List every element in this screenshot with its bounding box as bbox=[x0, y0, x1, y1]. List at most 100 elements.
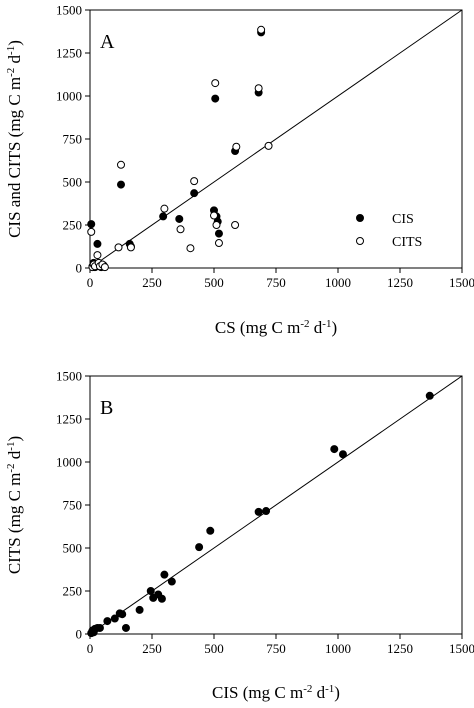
axis-label-part: -2 bbox=[300, 318, 309, 330]
data-point bbox=[100, 263, 109, 272]
axis-label-part: -2 bbox=[303, 683, 312, 695]
data-point bbox=[254, 84, 263, 93]
x-tick-label: 1500 bbox=[449, 275, 474, 290]
data-point bbox=[146, 587, 155, 595]
data-point bbox=[114, 243, 123, 252]
data-point bbox=[210, 211, 218, 220]
data-point bbox=[103, 617, 112, 626]
panel-label: B bbox=[100, 397, 113, 419]
data-point bbox=[264, 141, 273, 150]
data-point bbox=[211, 79, 220, 88]
axis-label-part: CIS and CITS (mg C m bbox=[5, 77, 24, 238]
axis-label-part: d bbox=[310, 318, 323, 337]
data-point bbox=[257, 25, 266, 34]
x-tick-label: 500 bbox=[204, 641, 224, 656]
data-point bbox=[214, 229, 223, 238]
x-tick-label: 1500 bbox=[449, 641, 474, 656]
legend-label: CIS bbox=[392, 212, 414, 227]
data-point bbox=[160, 570, 169, 579]
y-tick-label: 1500 bbox=[56, 3, 82, 18]
y-tick-label: 250 bbox=[63, 584, 83, 599]
y-tick-label: 500 bbox=[63, 541, 83, 556]
data-point bbox=[190, 189, 199, 198]
axis-label-part: ) bbox=[334, 683, 340, 702]
y-axis-label: CIS and CITS (mg C m-2 d-1) bbox=[5, 40, 24, 238]
x-tick-label: 1250 bbox=[387, 275, 413, 290]
data-point bbox=[176, 225, 185, 234]
y-tick-label: 500 bbox=[63, 175, 83, 190]
data-point bbox=[231, 221, 240, 229]
data-point bbox=[157, 594, 166, 603]
x-axis-label: CIS (mg C m-2 d-1) bbox=[212, 683, 340, 702]
legend-marker bbox=[356, 237, 364, 245]
data-point bbox=[232, 142, 241, 151]
y-tick-label: 1000 bbox=[56, 455, 82, 470]
data-point bbox=[160, 204, 169, 213]
data-point bbox=[254, 507, 263, 516]
axis-label-part: -1 bbox=[5, 442, 17, 451]
series-cits bbox=[87, 25, 273, 272]
x-axis-label: CS (mg C m-2 d-1) bbox=[215, 318, 337, 337]
axis-label-part: -1 bbox=[322, 318, 331, 330]
axis-label-part: ) bbox=[5, 40, 24, 46]
y-tick-label: 750 bbox=[63, 132, 83, 147]
y-tick-label: 1500 bbox=[56, 369, 82, 384]
data-point bbox=[167, 577, 176, 586]
data-point bbox=[87, 227, 96, 236]
x-tick-label: 750 bbox=[266, 275, 286, 290]
data-point bbox=[190, 177, 199, 186]
x-tick-label: 1000 bbox=[325, 275, 351, 290]
x-tick-label: 750 bbox=[266, 641, 286, 656]
data-point bbox=[93, 239, 102, 248]
one-to-one-line bbox=[89, 375, 463, 635]
data-point bbox=[214, 239, 223, 248]
axis-label-part: CITS (mg C m bbox=[5, 473, 24, 575]
data-point bbox=[206, 526, 215, 535]
y-tick-label: 250 bbox=[63, 218, 83, 233]
axis-label-part: -1 bbox=[325, 683, 334, 695]
axis-label-part: d bbox=[5, 54, 24, 67]
x-tick-label: 1000 bbox=[325, 641, 351, 656]
data-point bbox=[212, 221, 221, 229]
axis-label-part: CS (mg C m bbox=[215, 318, 301, 337]
series-points bbox=[87, 391, 434, 638]
panel-label: A bbox=[100, 31, 115, 53]
data-point bbox=[118, 610, 127, 619]
axis-label-part: ) bbox=[331, 318, 337, 337]
y-tick-label: 0 bbox=[76, 627, 83, 642]
chart-panel-A: 0 250 500 750 1000 1250 1500 0 250 500 750 1000 1250… bbox=[5, 3, 474, 338]
axis-label-part: -1 bbox=[5, 46, 17, 55]
data-point bbox=[87, 220, 96, 229]
data-point bbox=[93, 251, 102, 260]
data-point bbox=[330, 445, 339, 454]
one-to-one-line bbox=[89, 9, 463, 269]
axis-label-part: d bbox=[312, 683, 325, 702]
data-point bbox=[186, 244, 195, 253]
y-axis-label: CITS (mg C m-2 d-1) bbox=[5, 436, 24, 574]
legend-label: CITS bbox=[392, 235, 422, 250]
legend: CIS CITS bbox=[356, 212, 422, 250]
data-point bbox=[338, 450, 347, 459]
data-point bbox=[195, 543, 204, 552]
x-tick-label: 0 bbox=[87, 275, 94, 290]
data-point bbox=[117, 180, 125, 189]
y-tick-label: 1000 bbox=[56, 89, 82, 104]
axis-label-part: CIS (mg C m bbox=[212, 683, 303, 702]
data-point bbox=[135, 605, 144, 614]
data-point bbox=[211, 94, 220, 103]
data-point bbox=[262, 507, 271, 516]
x-tick-label: 1250 bbox=[387, 641, 413, 656]
data-point bbox=[117, 160, 125, 169]
axis-label-part: d bbox=[5, 450, 24, 463]
axis-label-part: -2 bbox=[5, 463, 17, 472]
y-tick-label: 750 bbox=[63, 498, 83, 513]
x-tick-label: 250 bbox=[142, 641, 162, 656]
x-tick-label: 250 bbox=[142, 275, 162, 290]
data-point bbox=[175, 214, 184, 223]
data-point bbox=[110, 614, 119, 623]
data-point bbox=[425, 391, 434, 400]
data-point bbox=[95, 623, 104, 632]
axis-label-part: -2 bbox=[5, 68, 17, 77]
axis-label-part: ) bbox=[5, 436, 24, 442]
